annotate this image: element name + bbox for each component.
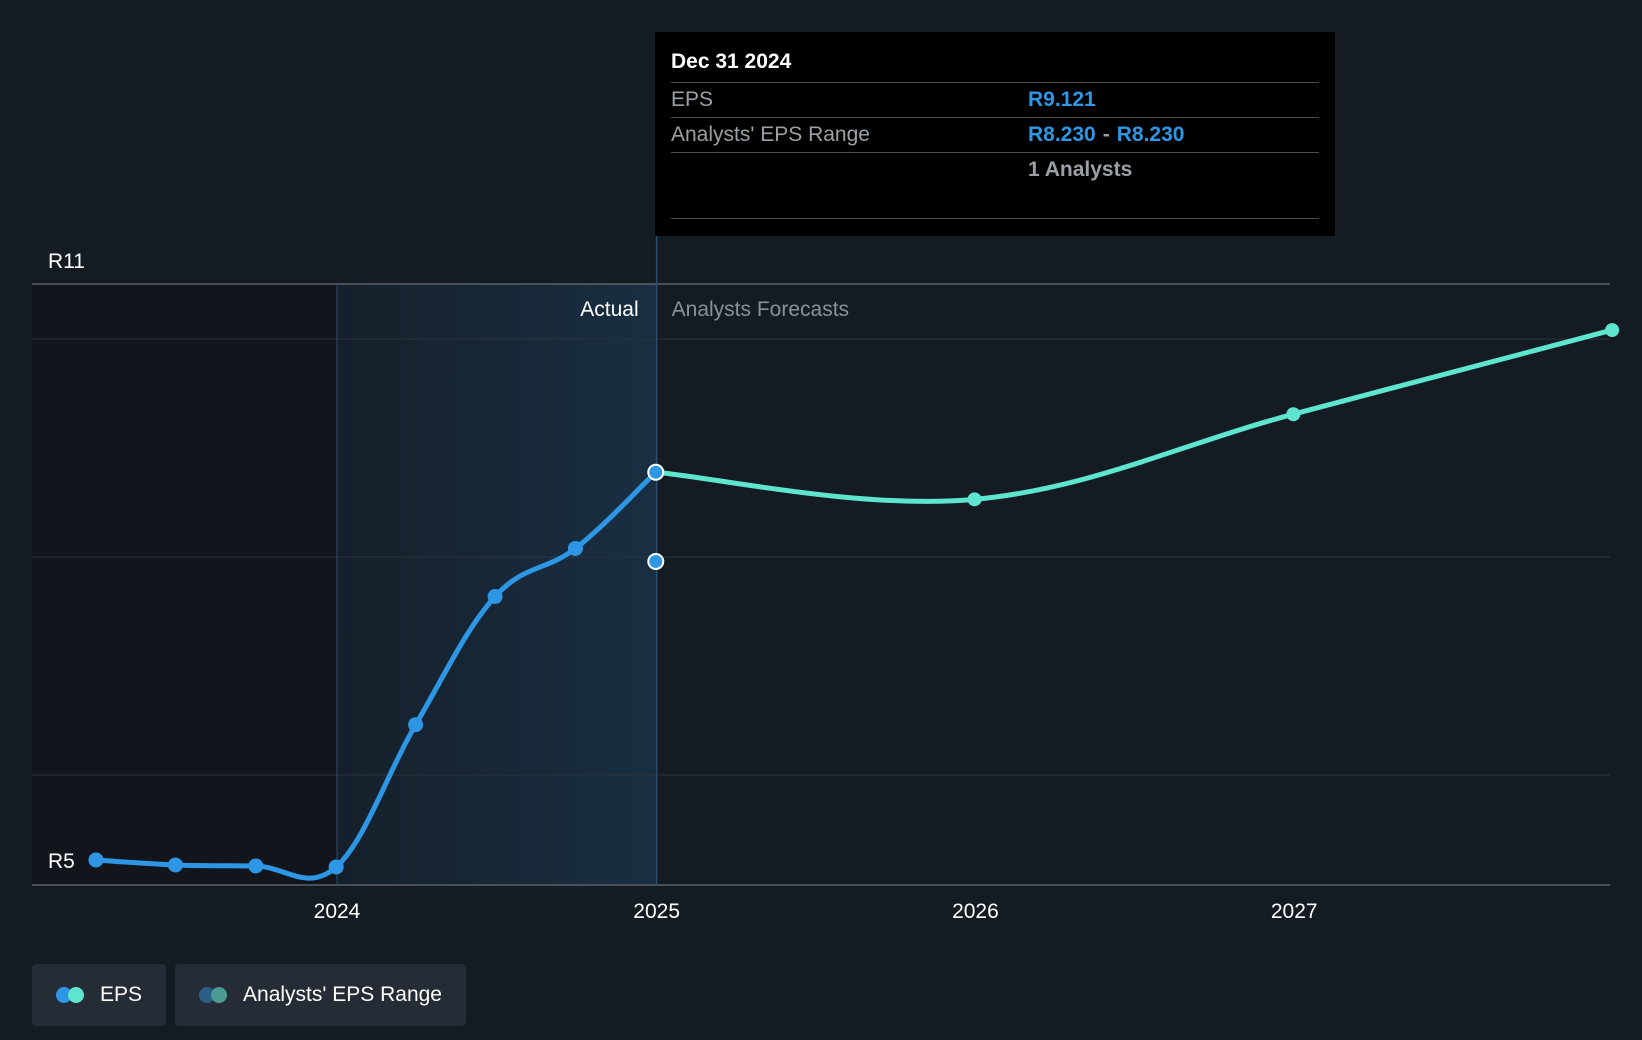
tooltip-range-row: Analysts' EPS Range R8.230 - R8.230 [671,118,1319,153]
tooltip-range-high: R8.230 [1116,123,1185,146]
eps-actual-point [248,858,264,874]
eps-actual-point [567,540,583,556]
y-tick-label-bottom: R5 [48,850,75,873]
data-points [88,323,1620,875]
eps-forecast-point [1605,323,1620,338]
tooltip-range-label: Analysts' EPS Range [671,123,870,146]
legend-item-eps[interactable]: EPS [32,964,167,1026]
grid-lines [32,283,1610,886]
tooltip-bottom-rule [671,218,1319,219]
legend-eps-label: EPS [100,983,143,1006]
eps-forecast-point [1286,407,1301,422]
tooltip-eps-label: EPS [671,88,714,111]
tooltip-range-low: R8.230 [1028,123,1096,146]
range-legend-icon [199,987,231,1003]
eps-actual-point [487,589,503,605]
pre-actual-shade [32,284,337,885]
legend-item-analysts-range[interactable]: Analysts' EPS Range [175,964,466,1026]
tooltip-eps-value: R9.121 [1028,88,1096,111]
tooltip-analysts-row: 1 Analysts [671,153,1319,187]
tooltip: Dec 31 2024 EPS R9.121 Analysts' EPS Ran… [655,32,1335,236]
actual-label: Actual [580,298,638,321]
tooltip-analysts-count: 1 Analysts [1028,158,1133,181]
analysts-range-point [647,552,665,570]
eps-actual-point-highlighted [647,463,665,481]
x-tick-label: 2027 [1271,900,1318,923]
eps-actual-line [93,469,659,881]
x-tick-label: 2026 [952,900,999,923]
tooltip-eps-row: EPS R9.121 [671,83,1319,118]
legend: EPS Analysts' EPS Range [32,964,466,1026]
tooltip-range-separator: - [1102,123,1110,146]
eps-forecast-point [967,492,982,507]
analysts-forecasts-label: Analysts Forecasts [672,298,849,321]
y-tick-label-top: R11 [48,250,85,273]
x-tick-label: 2025 [633,900,680,923]
x-axis-ticks: 2024 2025 2026 2027 [314,900,1318,923]
eps-actual-point [408,717,424,733]
eps-actual-point [328,859,344,875]
tooltip-date: Dec 31 2024 [671,46,1319,83]
actual-region [337,284,657,885]
eps-forecast-line [653,327,1615,504]
eps-legend-icon [56,987,88,1003]
eps-actual-point [167,857,183,873]
x-tick-label: 2024 [314,900,361,923]
eps-actual-point [88,852,104,868]
legend-range-label: Analysts' EPS Range [243,983,442,1006]
